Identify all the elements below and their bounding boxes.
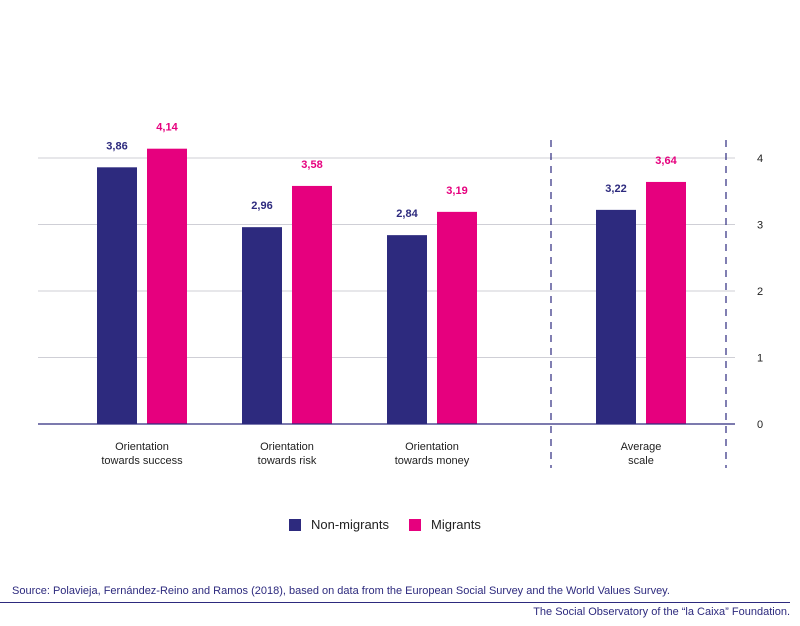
- data-label: 4,14: [156, 122, 178, 134]
- data-label: 3,19: [446, 185, 467, 197]
- source-note: Source: Polavieja, Fernández-Reino and R…: [12, 585, 670, 597]
- legend-swatch-migrants: [409, 518, 422, 531]
- organization-credit: The Social Observatory of the “la Caixa”…: [533, 606, 790, 618]
- y-tick-label: 3: [757, 220, 763, 232]
- category-label: Orientation towards money: [394, 441, 470, 467]
- data-label: 2,96: [251, 200, 272, 212]
- bar-non-migrants-1: [242, 227, 282, 424]
- legend-label-migrants: Migrants: [431, 517, 481, 532]
- data-label: 3,22: [605, 183, 626, 195]
- bar-non-migrants-0: [97, 167, 137, 424]
- bar-non-migrants-3: [596, 209, 636, 424]
- y-tick-label: 0: [757, 419, 763, 431]
- data-label: 3,58: [301, 159, 322, 171]
- bar-migrants-2: [437, 211, 477, 424]
- bars: [97, 148, 686, 424]
- data-label: 3,64: [655, 155, 677, 167]
- legend: Non-migrants Migrants: [289, 517, 501, 532]
- dashed-separators: [550, 140, 727, 468]
- y-tick-label: 2: [757, 286, 763, 298]
- value-labels: 3,86 2,96 2,84 3,22 4,14 3,58 3,19 3,64: [106, 122, 677, 220]
- category-label: Orientation towards risk: [257, 441, 317, 467]
- bar-migrants-0: [147, 148, 187, 424]
- data-label: 3,86: [106, 140, 127, 152]
- y-tick-label: 4: [757, 153, 763, 165]
- legend-item-migrants: Migrants: [409, 517, 481, 532]
- bar-non-migrants-2: [387, 235, 427, 424]
- legend-item-non-migrants: Non-migrants: [289, 517, 389, 532]
- bar-chart: 3,86 2,96 2,84 3,22 4,14 3,58 3,19 3,64 0 1 2 3 4: [38, 122, 763, 468]
- y-axis-ticks: 0 1 2 3 4: [757, 153, 763, 431]
- bar-migrants-1: [292, 185, 332, 424]
- category-label: Orientation towards success: [101, 441, 183, 467]
- footer-divider: [0, 602, 790, 603]
- data-label: 2,84: [396, 208, 418, 220]
- y-tick-label: 1: [757, 353, 763, 365]
- bar-migrants-3: [646, 181, 686, 424]
- legend-label-non-migrants: Non-migrants: [311, 517, 390, 532]
- legend-swatch-non-migrants: [289, 518, 301, 531]
- category-label: Average scale: [620, 441, 662, 467]
